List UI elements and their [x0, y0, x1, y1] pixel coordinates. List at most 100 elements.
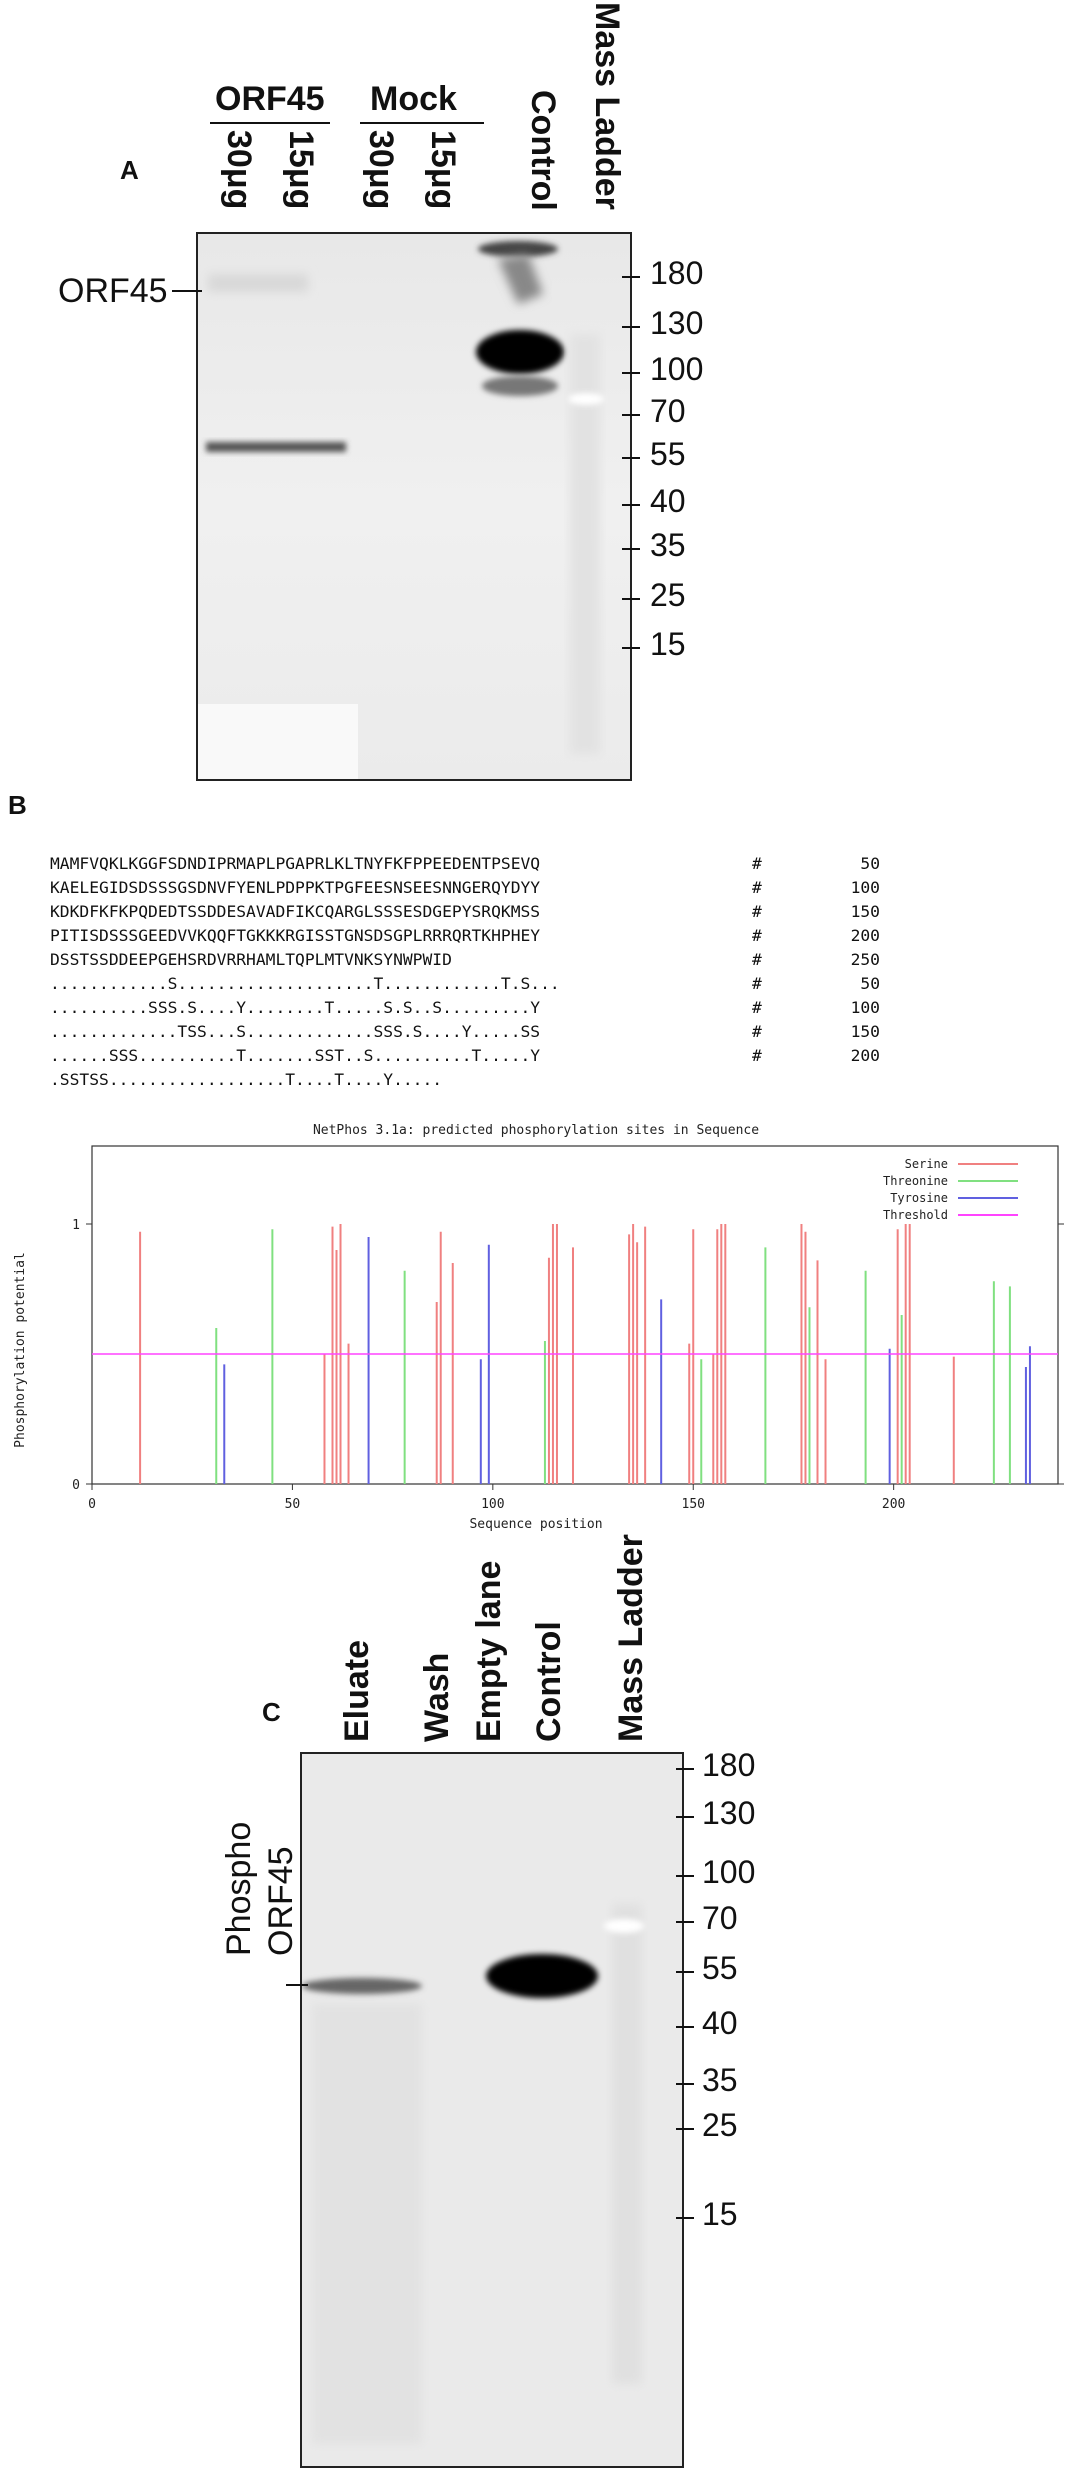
lane-label-wash: Wash	[418, 1652, 456, 1742]
sequence-line: PITISDSSSGEEDVVKQQFTGKKKRGISSTGNSDSGPLRR…	[50, 926, 541, 945]
blot-c-ladder-band	[604, 1919, 644, 1933]
sequence-line: KDKDFKFKPQDEDTSSDDESAVADFIKCQARGLSSSESDG…	[50, 902, 541, 921]
legend-label-threshold: Threshold	[883, 1208, 948, 1222]
site-line: .SSTSS..................T....T....Y.....	[50, 1070, 443, 1089]
marker-label: 70	[650, 393, 686, 429]
sequence-hash: #	[752, 1046, 762, 1065]
marker-tick	[622, 372, 640, 374]
blot-a-pale-corner	[198, 704, 358, 779]
site-line: .............TSS...S.............SSS.S..…	[50, 1022, 541, 1041]
western-blot-a	[196, 232, 632, 781]
sequence-number: 50	[860, 854, 880, 873]
sequence-hash: #	[752, 1022, 762, 1041]
blot-c-phospho-band	[302, 1978, 422, 1994]
marker-label: 35	[702, 2062, 738, 2098]
blot-a-ladder-band	[568, 393, 604, 405]
y-tick-label: 1	[72, 1218, 80, 1233]
x-tick-label: 50	[285, 1497, 301, 1512]
sequence-hash: #	[752, 998, 762, 1017]
sequence-hash: #	[752, 902, 762, 921]
panel-a-letter: A	[120, 155, 139, 185]
marker-tick	[676, 1816, 694, 1818]
site-line: ......SSS..........T.......SST..S.......…	[50, 1046, 541, 1065]
sequence-hash: #	[752, 878, 762, 897]
marker-tick	[622, 548, 640, 550]
netphos-chart: NetPhos 3.1a: predicted phosphorylation …	[13, 1123, 1064, 1532]
lane-label-mass-ladder: Mass Ladder	[588, 2, 626, 210]
blot-c-bands	[302, 1754, 682, 2466]
marker-label: 100	[702, 1854, 756, 1890]
marker-tick	[676, 2128, 694, 2130]
chart-frame	[91, 1145, 1059, 1485]
legend-label-tyrosine: Tyrosine	[890, 1191, 948, 1205]
marker-label: 15	[650, 626, 686, 662]
x-tick-label: 150	[682, 1497, 705, 1512]
blot-a-background	[198, 234, 630, 779]
western-blot-c	[300, 1752, 684, 2468]
marker-label: 55	[702, 1950, 738, 1986]
blot-a-orf45-band	[206, 442, 346, 452]
x-tick-label: 0	[88, 1497, 96, 1512]
marker-label: 130	[650, 305, 704, 341]
marker-label: 70	[702, 1900, 738, 1936]
chart-x-axis-label: Sequence position	[469, 1517, 602, 1532]
marker-tick	[622, 326, 640, 328]
blot-c-eluate-smear	[312, 2004, 422, 2444]
blot-a-control-top-smear	[478, 241, 558, 257]
blot-c-ladder-lane	[612, 1904, 642, 2384]
x-tick-label: 100	[481, 1497, 504, 1512]
y-tick-label: 0	[72, 1478, 80, 1493]
sequence-line: DSSTSSDDEEPGEHSRDVRRHAMLTQPLMTVNKSYNWPWI…	[50, 950, 452, 969]
marker-label: 180	[650, 255, 704, 291]
marker-label: 55	[650, 436, 686, 472]
lane-label-eluate: Eluate	[338, 1639, 376, 1742]
marker-label: 40	[650, 483, 686, 519]
lane-label-mock-15: 15μg	[424, 130, 462, 210]
marker-label: 15	[702, 2196, 738, 2232]
marker-label: 100	[650, 351, 704, 387]
sequence-number: 100	[850, 998, 880, 1017]
blot-a-control-lower-band	[482, 376, 558, 396]
sequence-number: 100	[850, 878, 880, 897]
marker-tick	[622, 504, 640, 506]
blot-a-bands	[198, 234, 630, 779]
chart-plot-area: 0 50 100 150 200 0 1 Serine Threonine Tyrosine Thr…	[72, 1145, 1064, 1512]
lane-label-mock-30: 30μg	[362, 130, 400, 210]
group-underline-orf45	[210, 122, 330, 124]
sequence-hash: #	[752, 926, 762, 945]
sequence-number: 150	[850, 1022, 880, 1041]
lane-label-mass-ladder: Mass Ladder	[612, 1534, 650, 1742]
marker-label: 40	[702, 2005, 738, 2041]
sequence-line: MAMFVQKLKGGFSDNDIPRMAPLPGAPRLKLTNYFKFPPE…	[50, 854, 541, 873]
marker-tick	[622, 457, 640, 459]
band-label-phospho: Phospho	[220, 1821, 258, 1956]
site-line: ..........SSS.S....Y........T.....S.S..S…	[50, 998, 541, 1017]
marker-tick	[622, 647, 640, 649]
panel-b-letter: B	[8, 790, 27, 820]
x-tick-label: 200	[882, 1497, 905, 1512]
blot-a-faint-top-band	[208, 274, 308, 292]
marker-label: 35	[650, 527, 686, 563]
marker-label: 25	[702, 2107, 738, 2143]
legend-label-threonine: Threonine	[883, 1174, 948, 1188]
marker-tick	[622, 598, 640, 600]
sequence-number: 200	[850, 926, 880, 945]
blot-c-control-band	[486, 1954, 598, 1998]
band-pointer-orf45	[172, 290, 202, 292]
blot-a-control-main-band	[476, 330, 564, 374]
marker-label: 25	[650, 577, 686, 613]
group-underline-mock	[360, 122, 484, 124]
lane-label-control: Control	[530, 1621, 568, 1742]
chart-y-axis-label: Phosphorylation potential	[13, 1252, 28, 1448]
group-label-mock: Mock	[370, 80, 457, 118]
sequence-number: 250	[850, 950, 880, 969]
panel-c-letter: C	[262, 1697, 281, 1727]
sequence-hash: #	[752, 950, 762, 969]
site-line: ............S....................T......…	[50, 974, 560, 993]
lane-label-orf45-15: 15μg	[282, 130, 320, 210]
marker-tick	[622, 414, 640, 416]
marker-tick	[676, 1875, 694, 1877]
marker-tick	[622, 276, 640, 278]
chart-title: NetPhos 3.1a: predicted phosphorylation …	[313, 1123, 759, 1138]
marker-tick	[676, 2217, 694, 2219]
